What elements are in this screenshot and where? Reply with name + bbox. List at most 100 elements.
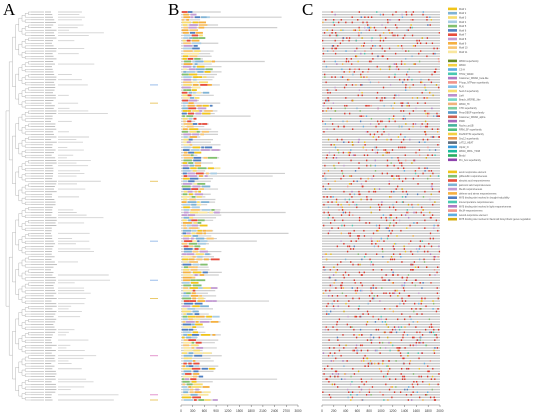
cis-element [341,292,344,295]
cis-element [377,55,379,58]
motif-box [192,250,199,253]
motif-box [191,52,200,55]
cis-element [397,318,399,321]
motif-box [200,305,209,308]
cis-element [353,29,355,32]
cis-element [400,146,402,149]
cis-element [412,336,414,339]
motif-box [188,339,196,342]
motif-box [183,292,186,295]
cis-element [325,326,327,328]
cis-element [381,99,383,102]
cis-element [393,326,396,328]
motif-box [183,190,188,193]
cis-element [365,180,367,183]
cis-element [339,42,342,45]
cis-element [326,128,328,130]
cis-element [346,360,348,362]
cis-element [354,29,356,32]
cis-element [432,115,435,117]
motif-legend-swatch [448,16,457,19]
cis-element [384,26,387,29]
cis-element [328,214,331,216]
cis-element [348,232,350,235]
cis-element [411,203,413,206]
cis-element [396,289,398,292]
cis-element [437,255,439,258]
cis-element [364,50,366,52]
cis-element [343,310,345,313]
cis-element [341,76,344,78]
cis-element [408,128,410,130]
motif-box [204,110,213,112]
cis-element [326,378,328,380]
cis-element [401,16,404,19]
motif-box [188,193,193,196]
cis-element [334,167,336,170]
motif-box [188,91,193,94]
cis-element [418,367,420,370]
motif-box [201,333,211,336]
cis-element [432,203,434,206]
cis-element [432,52,434,55]
cis-element [348,78,350,81]
motif-box [190,31,196,34]
cis-element [351,196,353,198]
cis-element [345,84,347,86]
cis-element [394,76,396,78]
cis-element [415,211,417,214]
cis-element [419,331,421,334]
cis-element [361,115,363,117]
motif-box [181,91,188,94]
cis-element [395,52,397,55]
cis-element [383,97,386,99]
cis-element [411,282,413,284]
motif-box [182,107,189,110]
cis-element [323,196,325,198]
cis-element [340,177,342,180]
cis-element [348,198,351,201]
cis-element [323,203,325,206]
cis-element [421,206,423,209]
cis-element [398,125,400,128]
cis-element [420,211,422,214]
motif-box [184,248,193,250]
cis-element [376,151,379,154]
cis-element [388,341,390,344]
motif-box [199,250,208,253]
motif-box [183,268,190,271]
cis-element [426,19,428,21]
cis-element [357,32,360,34]
cis-element [437,328,440,331]
cis-element [326,305,328,308]
motif-box [191,188,199,190]
motif-box [186,320,195,323]
motif-box [199,34,203,37]
motif-box [182,24,188,26]
cis-element [385,323,388,326]
motif-box [182,57,187,60]
motif-box [195,31,203,34]
cis-element [424,86,426,89]
cis-element [430,136,432,138]
cis-element [355,39,357,42]
cis-element [330,222,332,224]
cis-element [397,295,399,297]
cis-element [343,347,345,349]
cis-element [375,146,378,149]
cis-element [325,19,327,21]
cis-element [340,261,342,263]
cis-element [383,149,385,151]
cis-element [377,203,380,206]
cis-element [342,360,344,362]
cis-element [332,21,335,24]
cis-element [396,235,398,237]
cis-element [411,34,414,37]
motif-box [191,219,198,222]
motif-box [181,29,189,32]
cis-element [388,29,390,32]
cis-element [422,138,424,141]
motif-box [190,378,197,381]
cis-element [400,373,402,375]
cis-element [408,362,411,365]
